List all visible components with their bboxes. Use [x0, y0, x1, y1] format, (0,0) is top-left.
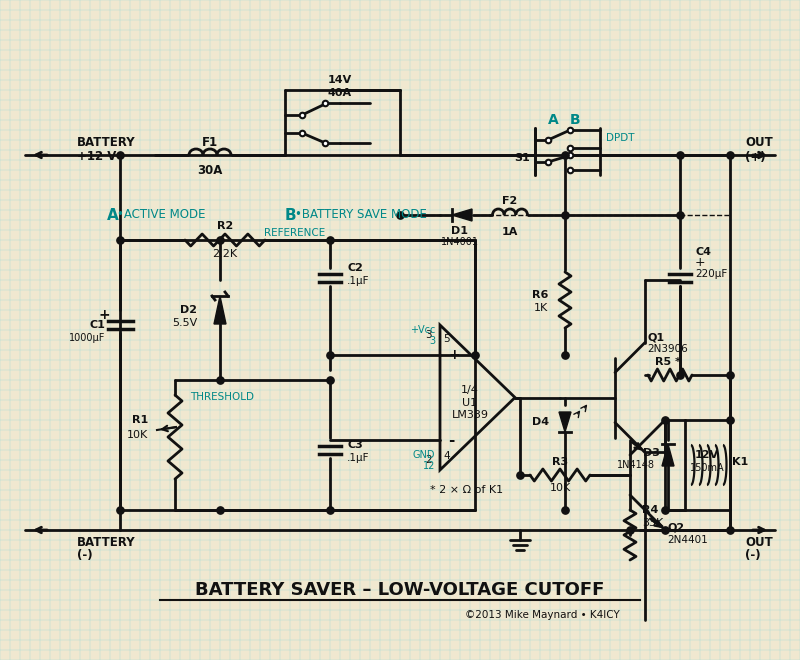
Text: 30A: 30A — [198, 164, 222, 176]
Text: C4: C4 — [695, 247, 711, 257]
Text: OUT: OUT — [745, 535, 773, 548]
Text: R5 *: R5 * — [655, 357, 681, 367]
Text: B: B — [285, 207, 297, 222]
Text: A: A — [107, 207, 118, 222]
Text: +: + — [695, 257, 706, 269]
Text: 1K: 1K — [534, 303, 548, 313]
Text: C3: C3 — [347, 440, 362, 450]
Text: (+): (+) — [745, 150, 766, 164]
Text: 40A: 40A — [328, 88, 352, 98]
Polygon shape — [452, 209, 472, 221]
Text: 5: 5 — [443, 334, 450, 344]
Text: REFERENCE: REFERENCE — [264, 228, 326, 238]
Text: +12 V: +12 V — [77, 150, 116, 164]
Text: 1N4148: 1N4148 — [617, 460, 655, 470]
Text: B: B — [570, 113, 581, 127]
Text: D2: D2 — [180, 305, 197, 315]
Text: 12V: 12V — [695, 450, 719, 460]
Text: 2N4401: 2N4401 — [667, 535, 708, 545]
Text: 220μF: 220μF — [695, 269, 727, 279]
Text: 10K: 10K — [550, 483, 570, 493]
Text: .1μF: .1μF — [347, 453, 370, 463]
Polygon shape — [662, 444, 674, 466]
Text: +: + — [448, 348, 460, 362]
Text: C1: C1 — [89, 320, 105, 330]
Text: BATTERY: BATTERY — [77, 135, 136, 148]
Text: D4: D4 — [532, 417, 549, 427]
Text: K1: K1 — [732, 457, 748, 467]
Text: 14V: 14V — [328, 75, 352, 85]
Text: Q2: Q2 — [667, 522, 684, 532]
Text: LM339: LM339 — [451, 411, 489, 420]
Text: 2N3906: 2N3906 — [647, 345, 688, 354]
Text: DPDT: DPDT — [606, 133, 634, 143]
Text: U1: U1 — [462, 399, 478, 409]
Text: BATTERY SAVER – LOW-VOLTAGE CUTOFF: BATTERY SAVER – LOW-VOLTAGE CUTOFF — [195, 581, 605, 599]
Text: ©2013 Mike Maynard • K4ICY: ©2013 Mike Maynard • K4ICY — [466, 610, 620, 620]
Text: 10K: 10K — [126, 430, 148, 440]
Text: +Vcc: +Vcc — [410, 325, 435, 335]
Text: 1/4: 1/4 — [461, 385, 479, 395]
Text: -: - — [448, 432, 454, 447]
Text: 150mA: 150mA — [690, 463, 724, 473]
Text: R3: R3 — [552, 457, 568, 467]
Text: 3: 3 — [426, 330, 432, 340]
Text: C2: C2 — [347, 263, 363, 273]
Text: 12: 12 — [422, 461, 435, 471]
Text: 4: 4 — [443, 451, 450, 461]
Text: (-): (-) — [77, 550, 93, 562]
Text: 2.2K: 2.2K — [213, 249, 238, 259]
Text: 3: 3 — [429, 336, 435, 346]
Polygon shape — [559, 412, 571, 432]
Text: 33K: 33K — [642, 518, 663, 528]
Text: F2: F2 — [502, 196, 518, 206]
Text: BATTERY: BATTERY — [77, 535, 136, 548]
Text: OUT: OUT — [745, 135, 773, 148]
Text: 2: 2 — [426, 455, 432, 465]
Text: F1: F1 — [202, 137, 218, 150]
Text: R2: R2 — [217, 221, 233, 231]
Text: * 2 × Ω of K1: * 2 × Ω of K1 — [430, 485, 503, 495]
Text: D1: D1 — [451, 226, 469, 236]
Text: R4: R4 — [642, 505, 658, 515]
Text: A: A — [548, 113, 558, 127]
Text: THRESHOLD: THRESHOLD — [190, 392, 254, 402]
Text: Q1: Q1 — [647, 333, 664, 343]
Text: 1N4001: 1N4001 — [441, 237, 479, 247]
Text: 5.5V: 5.5V — [172, 318, 197, 328]
Text: 1000μF: 1000μF — [69, 333, 105, 343]
Text: +: + — [98, 308, 110, 322]
Text: R6: R6 — [532, 290, 548, 300]
Text: 1A: 1A — [502, 227, 518, 237]
Text: S1: S1 — [514, 153, 530, 163]
Text: •ACTIVE MODE: •ACTIVE MODE — [117, 209, 206, 222]
Text: •BATTERY SAVE MODE: •BATTERY SAVE MODE — [295, 209, 427, 222]
Text: GND: GND — [413, 450, 435, 460]
Text: D3: D3 — [643, 448, 660, 458]
Text: .1μF: .1μF — [347, 276, 370, 286]
Text: (-): (-) — [745, 550, 761, 562]
Text: R1: R1 — [132, 415, 148, 425]
Polygon shape — [214, 296, 226, 324]
